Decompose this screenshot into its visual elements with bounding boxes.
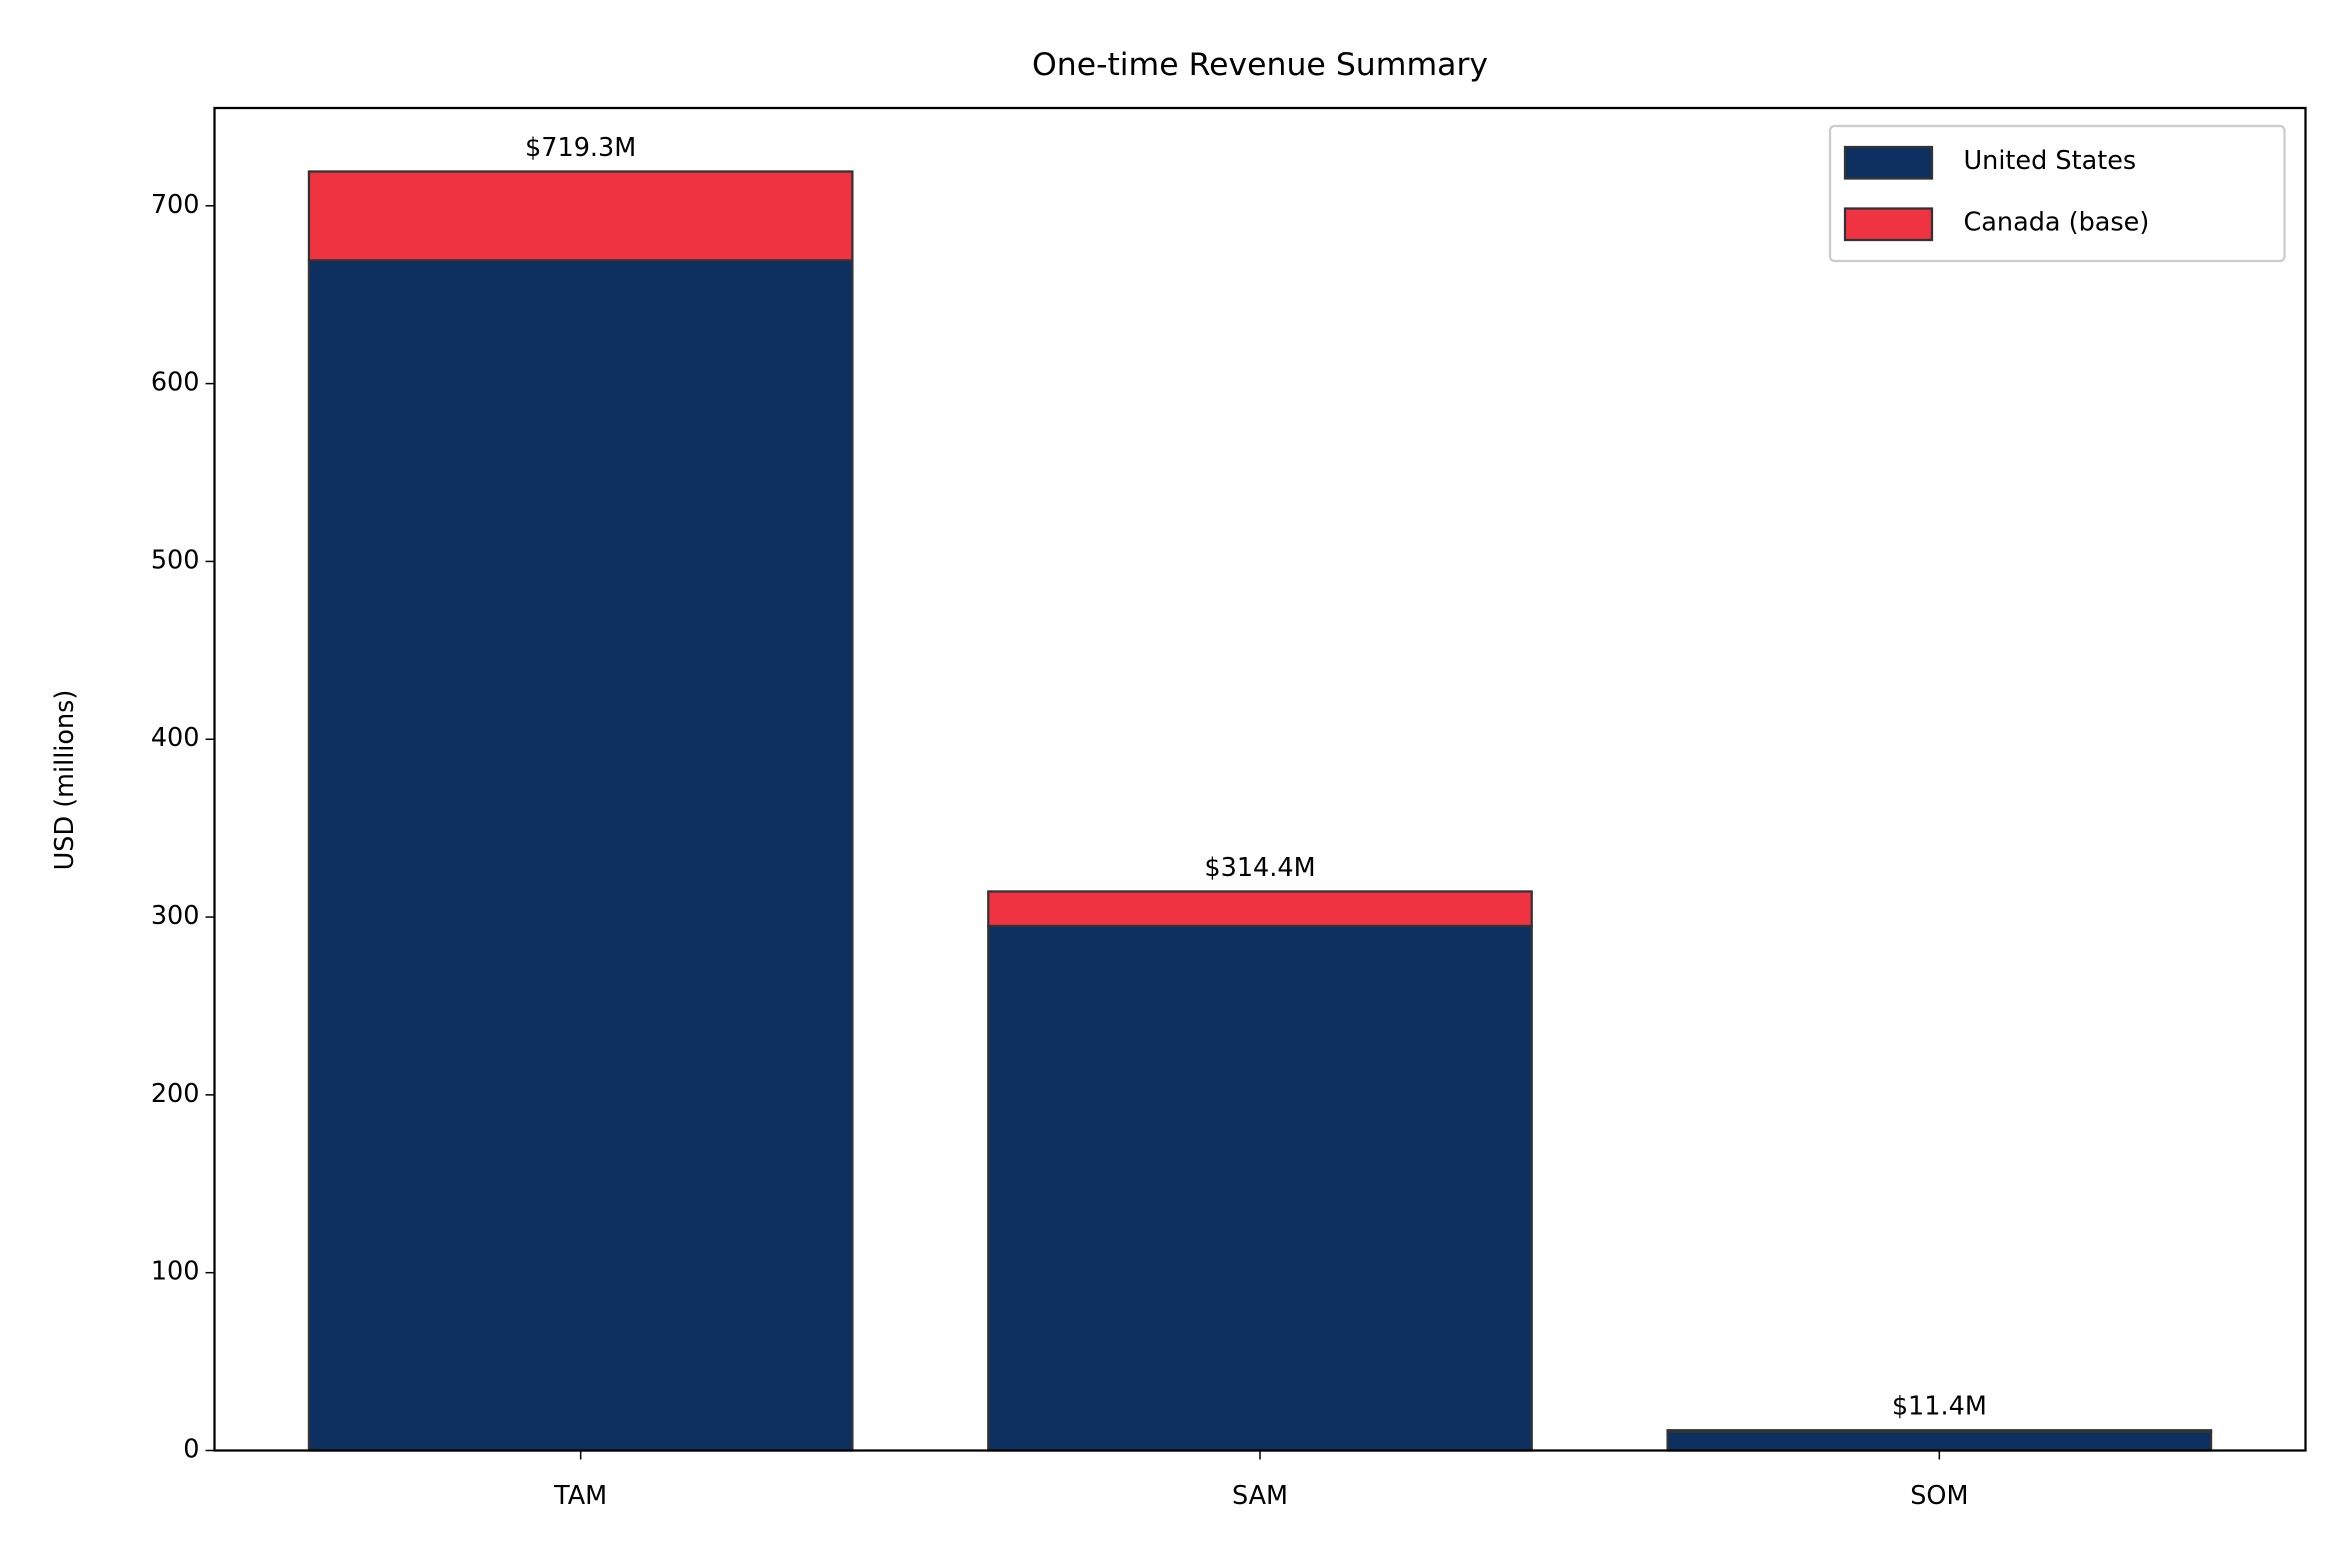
y-tick-label: 0 bbox=[183, 1435, 199, 1465]
bar-segment bbox=[307, 170, 854, 262]
y-axis-label: USD (millions) bbox=[50, 690, 80, 871]
y-tick-label: 600 bbox=[151, 368, 200, 398]
plot-frame bbox=[213, 106, 2307, 1452]
legend-label: Canada (base) bbox=[1964, 208, 2150, 238]
legend-box bbox=[1828, 124, 2286, 263]
bar-segment bbox=[307, 259, 854, 1452]
y-tick-label: 400 bbox=[151, 723, 200, 753]
x-tick-label: TAM bbox=[553, 1481, 607, 1511]
y-tick-label: 700 bbox=[151, 190, 200, 220]
chart-title: One-time Revenue Summary bbox=[1032, 47, 1488, 83]
y-tick-label: 100 bbox=[151, 1257, 200, 1287]
legend-swatch bbox=[1843, 145, 1934, 180]
total-label: $11.4M bbox=[1892, 1392, 1987, 1422]
legend-swatch bbox=[1843, 207, 1934, 242]
bar-segment bbox=[1666, 1429, 2213, 1433]
bar-segment bbox=[987, 890, 1533, 928]
x-tick-label: SOM bbox=[1910, 1481, 1968, 1511]
bar-segment bbox=[1666, 1430, 2213, 1452]
total-label: $314.4M bbox=[1204, 853, 1315, 883]
x-tick-label: SAM bbox=[1232, 1481, 1288, 1511]
bar-segment bbox=[987, 924, 1533, 1452]
y-tick-label: 200 bbox=[151, 1079, 200, 1109]
total-label: $719.3M bbox=[525, 133, 636, 163]
legend-label: United States bbox=[1964, 146, 2137, 176]
y-tick-label: 500 bbox=[151, 545, 200, 575]
y-tick-label: 300 bbox=[151, 901, 200, 931]
